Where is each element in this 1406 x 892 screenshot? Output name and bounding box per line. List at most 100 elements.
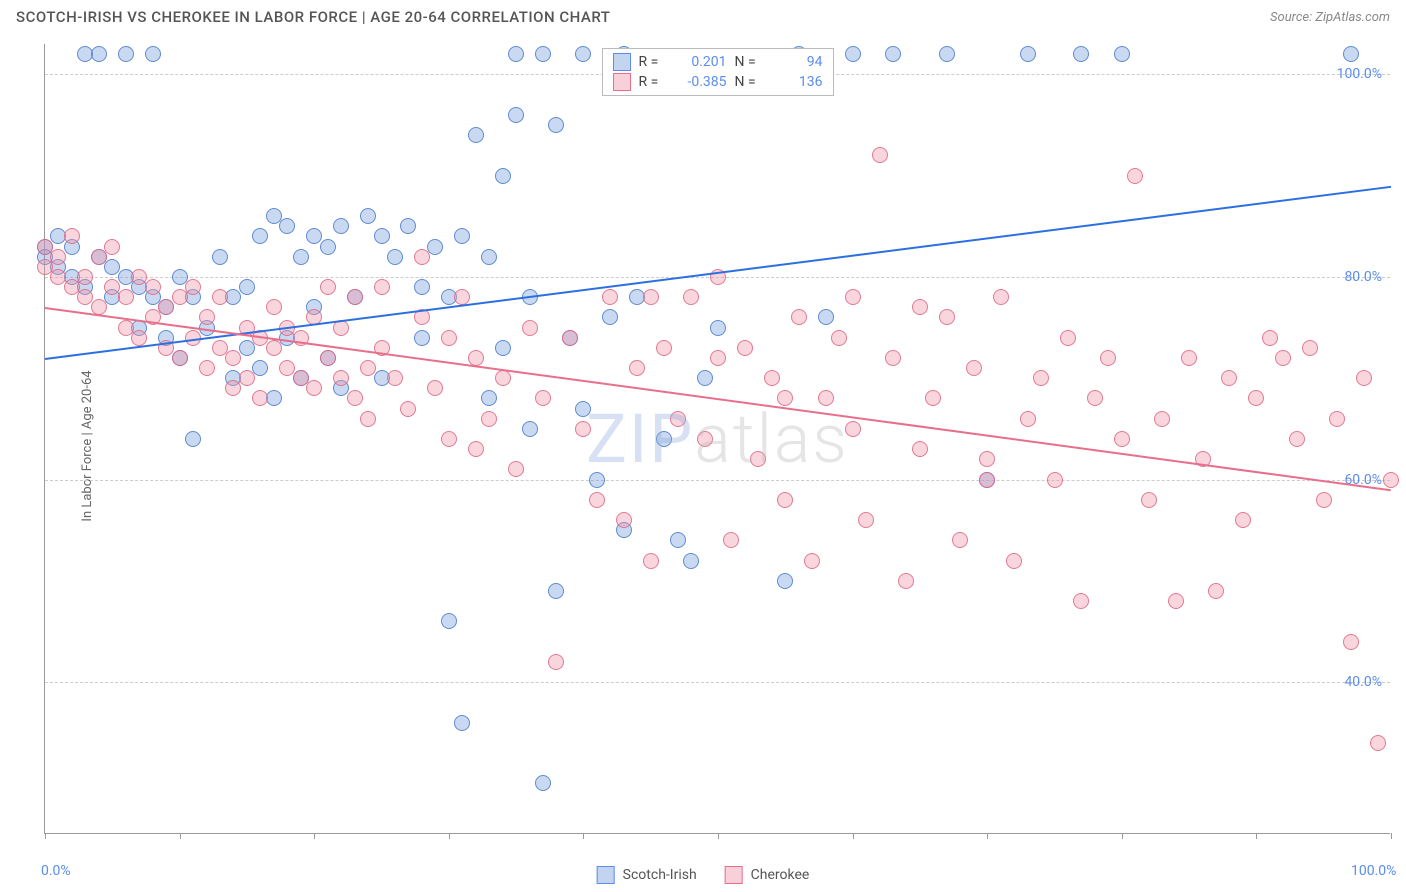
x-tick (987, 833, 988, 839)
data-point (239, 340, 255, 356)
data-point (414, 249, 430, 265)
x-tick (314, 833, 315, 839)
data-point (818, 390, 834, 406)
data-point (91, 249, 107, 265)
data-point (683, 289, 699, 305)
data-point (777, 390, 793, 406)
data-point (239, 370, 255, 386)
data-point (414, 330, 430, 346)
data-point (1073, 46, 1089, 62)
data-point (1100, 350, 1116, 366)
data-point (885, 46, 901, 62)
data-point (1168, 593, 1184, 609)
data-point (360, 208, 376, 224)
x-tick (1391, 833, 1392, 839)
data-point (104, 239, 120, 255)
data-point (548, 654, 564, 670)
data-point (118, 289, 134, 305)
data-point (212, 249, 228, 265)
data-point (468, 350, 484, 366)
correlation-legend: R =0.201N =94R =-0.385N =136 (602, 48, 834, 96)
data-point (481, 249, 497, 265)
y-tick-label: 100.0% (1337, 66, 1382, 82)
data-point (306, 380, 322, 396)
data-point (1383, 472, 1399, 488)
data-point (723, 532, 739, 548)
data-point (387, 370, 403, 386)
data-point (199, 309, 215, 325)
data-point (535, 775, 551, 791)
data-point (454, 715, 470, 731)
data-point (912, 299, 928, 315)
data-point (952, 532, 968, 548)
x-tick (718, 833, 719, 839)
data-point (575, 421, 591, 437)
data-point (1181, 350, 1197, 366)
data-point (481, 390, 497, 406)
data-point (454, 228, 470, 244)
data-point (266, 299, 282, 315)
data-point (845, 421, 861, 437)
data-point (629, 360, 645, 376)
data-point (320, 350, 336, 366)
data-point (441, 431, 457, 447)
data-point (1006, 553, 1022, 569)
data-point (252, 360, 268, 376)
data-point (212, 289, 228, 305)
data-point (764, 370, 780, 386)
x-tick (180, 833, 181, 839)
data-point (885, 350, 901, 366)
x-tick (45, 833, 46, 839)
data-point (225, 380, 241, 396)
data-point (1208, 583, 1224, 599)
data-point (414, 279, 430, 295)
data-point (441, 613, 457, 629)
r-value: 0.201 (675, 54, 727, 70)
data-point (1127, 168, 1143, 184)
data-point (441, 330, 457, 346)
data-point (710, 350, 726, 366)
data-point (239, 279, 255, 295)
data-point (252, 228, 268, 244)
r-label: R = (639, 54, 667, 70)
data-point (548, 117, 564, 133)
x-tick-label: 0.0% (41, 863, 71, 879)
data-point (172, 289, 188, 305)
data-point (535, 390, 551, 406)
data-point (145, 46, 161, 62)
data-point (912, 441, 928, 457)
legend-swatch (725, 866, 743, 884)
data-point (1262, 330, 1278, 346)
legend-label: Scotch-Irish (623, 867, 697, 883)
data-point (979, 472, 995, 488)
data-point (225, 350, 241, 366)
data-point (266, 340, 282, 356)
data-point (50, 249, 66, 265)
data-point (858, 512, 874, 528)
data-point (750, 451, 766, 467)
data-point (118, 46, 134, 62)
gridline (45, 480, 1390, 481)
n-label: N = (735, 54, 763, 70)
x-tick (853, 833, 854, 839)
data-point (697, 370, 713, 386)
data-point (1047, 472, 1063, 488)
data-point (387, 249, 403, 265)
data-point (1114, 431, 1130, 447)
data-point (777, 573, 793, 589)
data-point (495, 168, 511, 184)
data-point (1154, 411, 1170, 427)
data-point (91, 46, 107, 62)
data-point (548, 583, 564, 599)
data-point (697, 431, 713, 447)
data-point (925, 390, 941, 406)
data-point (360, 360, 376, 376)
data-point (522, 320, 538, 336)
n-label: N = (735, 74, 763, 90)
legend-label: Cherokee (751, 867, 810, 883)
data-point (293, 249, 309, 265)
data-point (589, 472, 605, 488)
data-point (777, 492, 793, 508)
data-point (993, 289, 1009, 305)
data-point (347, 289, 363, 305)
